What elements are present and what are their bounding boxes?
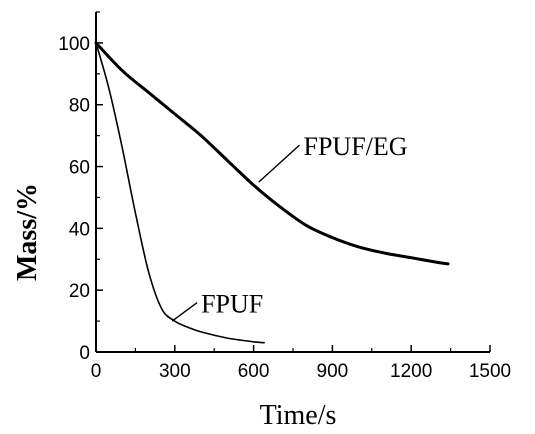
x-tick-label: 1200 — [390, 361, 432, 382]
y-tick-label: 20 — [69, 281, 90, 302]
series-layer — [94, 41, 450, 344]
annotation-pointer-fpuf — [171, 302, 198, 322]
annotation-layer: FPUF/EG FPUF — [171, 132, 408, 322]
annotation-pointer-fpuf-eg — [258, 144, 300, 183]
series-line-fpuf — [95, 42, 265, 344]
x-axis-title: Time/s — [260, 400, 337, 431]
series-line-fpuf-eg — [94, 41, 450, 266]
series-label-fpuf-eg: FPUF/EG — [304, 132, 408, 161]
series-label-fpuf: FPUF — [201, 290, 263, 319]
x-tick-label: 900 — [317, 361, 349, 382]
y-tick-label: 40 — [69, 219, 90, 240]
x-tick-label: 600 — [238, 361, 270, 382]
y-tick-label: 60 — [69, 158, 90, 179]
y-tick-label: 0 — [79, 343, 90, 364]
x-tick-label: 0 — [91, 361, 102, 382]
plot-frame — [95, 12, 490, 353]
x-ticks: 0 300 600 900 1200 1500 — [91, 345, 511, 382]
y-tick-label: 80 — [69, 96, 90, 117]
x-tick-label: 300 — [159, 361, 191, 382]
y-axis-title: Mass/% — [12, 183, 43, 281]
y-ticks: 0 20 40 60 80 100 — [58, 11, 103, 364]
x-tick-label: 1500 — [469, 361, 511, 382]
y-tick-label: 100 — [58, 34, 90, 55]
